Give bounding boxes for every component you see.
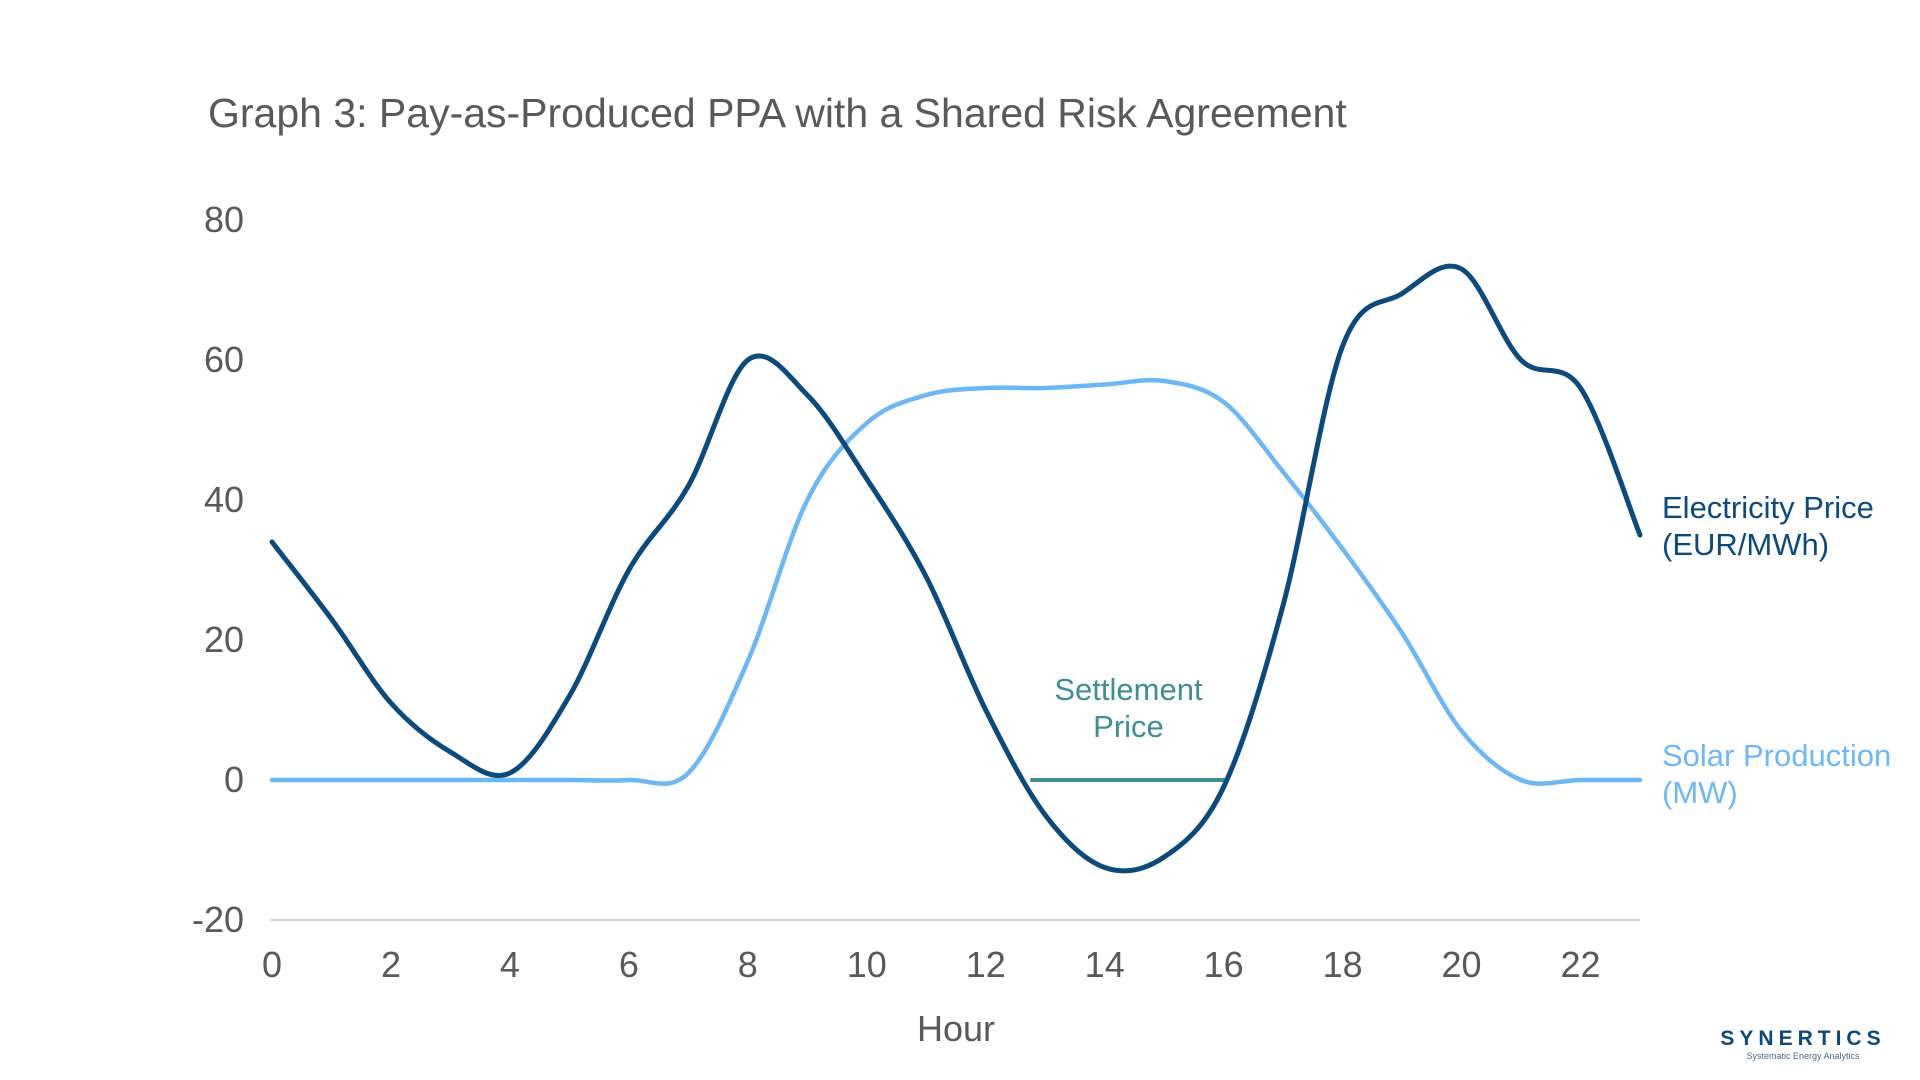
y-tick-label: 60 [204,339,244,380]
series-lines [269,263,1643,874]
x-tick-label: 10 [847,944,887,985]
x-tick-label: 4 [500,944,520,985]
x-tick-label: 0 [262,944,282,985]
brand-logo: SYNERTICS Systematic Energy Analytics [1720,1027,1885,1061]
electricity-price-label: Electricity Price (EUR/MWh) [1662,490,1874,562]
y-tick-label: 80 [204,199,244,240]
electricity-price-line [269,263,1643,874]
x-tick-label: 12 [966,944,1006,985]
brand-tagline: Systematic Energy Analytics [1746,1051,1860,1061]
x-axis-ticks: 0 2 4 6 8 10 12 14 16 18 20 22 [262,944,1601,985]
chart-title: Graph 3: Pay-as-Produced PPA with a Shar… [208,90,1347,136]
x-tick-label: 18 [1323,944,1363,985]
x-tick-label: 6 [619,944,639,985]
x-tick-label: 14 [1085,944,1125,985]
y-tick-label: 40 [204,479,244,520]
y-axis-ticks: -20 0 20 40 60 80 [192,199,244,940]
x-tick-label: 22 [1560,944,1600,985]
solar-production-label: Solar Production (MW) [1662,738,1891,810]
y-tick-label: 20 [204,619,244,660]
solar-production-line [269,377,1643,786]
x-tick-label: 16 [1204,944,1244,985]
settlement-price-label: Settlement Price [1054,672,1203,744]
brand-name: SYNERTICS [1720,1027,1885,1050]
series-labels: Electricity Price (EUR/MWh) Solar Producti… [1662,490,1891,810]
x-tick-label: 2 [381,944,401,985]
annotations: Settlement Price [1030,672,1227,782]
x-tick-label: 20 [1442,944,1482,985]
x-axis-label: Hour [917,1008,995,1049]
y-tick-label: -20 [192,899,244,940]
y-tick-label: 0 [224,759,244,800]
x-tick-label: 8 [738,944,758,985]
